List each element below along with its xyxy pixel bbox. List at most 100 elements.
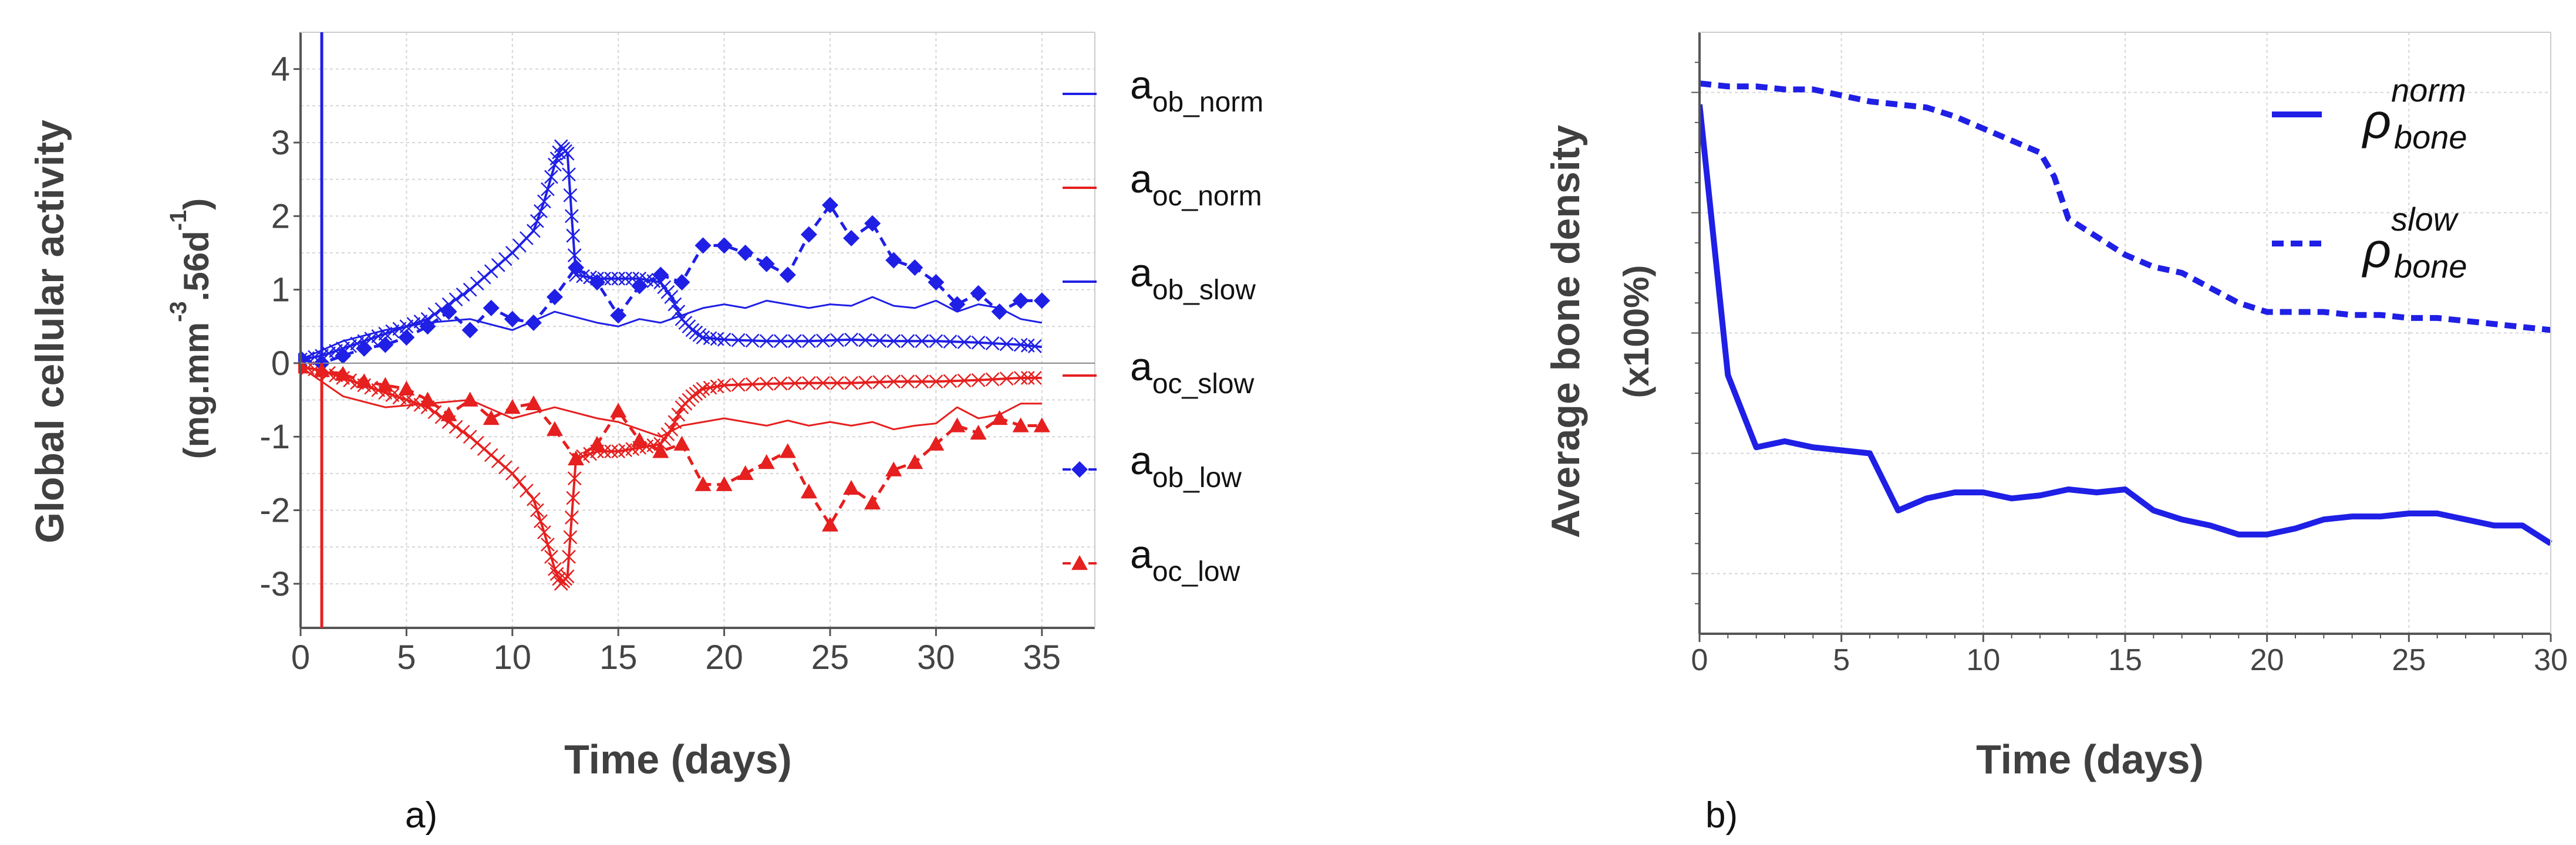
data-point-a_ob_slow	[830, 333, 844, 347]
data-point-a_oc_slow	[563, 530, 578, 545]
data-point-a_oc_slow	[872, 375, 887, 389]
legend-label-sub: bone	[2394, 248, 2467, 285]
data-point-a_ob_slow	[562, 167, 576, 182]
data-point-a_ob_low	[694, 237, 712, 254]
x-tick-label: 25	[811, 638, 849, 677]
data-point-a_ob_slow	[901, 334, 915, 349]
data-point-a_oc_low	[885, 461, 902, 476]
legend-entry-a_ob_slow: aob_slow	[1063, 251, 1256, 306]
data-point-a_ob_slow	[858, 333, 873, 347]
data-point-a_oc_low	[1033, 417, 1050, 432]
data-point-a_ob_slow	[985, 336, 1000, 350]
data-point-a_oc_low	[694, 476, 712, 491]
data-point-a_ob_low	[949, 296, 966, 313]
data-point-a_oc_slow	[1027, 371, 1042, 385]
data-point-a_oc_slow	[915, 374, 929, 389]
data-point-a_ob_low	[335, 347, 352, 364]
panel-b-series-group	[1698, 80, 2553, 546]
data-point-a_ob_slow	[872, 333, 887, 348]
data-point-a_ob_low	[864, 215, 881, 232]
legend-label-sup: norm	[2391, 72, 2466, 109]
data-point-a_ob_slow	[717, 332, 731, 347]
legend-label-rho_bone_slow: ρslow bone	[2361, 201, 2467, 285]
data-point-a_ob_low	[377, 336, 394, 353]
data-point-a_ob_low	[1033, 292, 1050, 309]
legend-label-rho_bone_norm: ρnorm bone	[2361, 72, 2467, 156]
data-point-a_ob_low	[419, 318, 436, 335]
data-point-a_ob_low	[589, 274, 606, 291]
series-line-rho_bone_slow	[1699, 80, 2551, 333]
data-point-a_oc_low	[335, 366, 352, 381]
data-point-a_oc_slow	[667, 415, 682, 430]
y-tick-label: -2	[259, 492, 290, 530]
y-tick-label: 1	[271, 271, 290, 309]
y-tick-label: 3	[271, 124, 290, 162]
data-point-a_oc_slow	[534, 514, 548, 529]
data-point-a_oc_slow	[566, 491, 581, 505]
data-point-a_ob_slow	[915, 334, 929, 349]
data-point-a_oc_low	[1012, 417, 1029, 432]
data-point-a_ob_slow	[759, 334, 774, 349]
data-point-a_oc_slow	[901, 374, 915, 389]
data-point-a_oc_low	[631, 432, 648, 447]
data-point-a_ob_low	[991, 303, 1008, 320]
data-point-a_ob_low	[356, 340, 373, 357]
data-point-a_ob_low	[906, 259, 923, 276]
data-point-a_ob_low	[610, 307, 627, 324]
data-point-a_ob_slow	[611, 271, 626, 286]
panel-a-series-group	[298, 139, 1050, 591]
data-point-a_oc_low	[568, 450, 585, 465]
data-point-a_ob_slow	[530, 214, 544, 228]
panel-b-y-axis-label: Average bone density	[1543, 125, 1588, 538]
data-point-a_ob_low	[779, 266, 796, 283]
x-tick-label: 20	[705, 638, 743, 677]
data-point-a_oc_low	[949, 417, 966, 432]
data-point-a_oc_low	[610, 403, 627, 418]
data-point-a_oc_slow	[562, 549, 576, 564]
legend-entry-a_oc_norm: aoc_norm	[1063, 157, 1262, 212]
panel-b-y-axis-units: (x100%)	[1617, 265, 1656, 398]
data-point-a_oc_slow	[787, 376, 802, 391]
data-point-a_oc_slow	[731, 377, 746, 392]
data-point-a_oc_slow	[802, 376, 816, 390]
legend-entry-a_oc_low: aoc_low	[1063, 532, 1240, 587]
data-point-a_ob_slow	[667, 297, 682, 312]
legend-entry-a_oc_slow: aoc_slow	[1063, 344, 1255, 400]
data-point-a_ob_low	[504, 310, 521, 327]
series-a_ob_low	[298, 197, 1050, 371]
units-exp-1: -3	[166, 301, 191, 322]
y-tick-label: 4	[271, 50, 290, 89]
legend-entry-rho_bone_norm: ρnorm bone	[2272, 72, 2467, 156]
data-point-a_ob_low	[525, 314, 542, 331]
data-point-a_oc_low	[779, 443, 796, 458]
panel-a-x-axis-label: Time (days)	[564, 736, 792, 782]
data-point-a_ob_low	[398, 329, 415, 346]
data-point-a_ob_slow	[731, 333, 746, 347]
data-point-a_ob_low	[631, 278, 648, 295]
panel-a-y-axis-units: (mg.mm-3.56d-1)	[166, 198, 216, 459]
data-point-a_oc_slow	[816, 376, 830, 390]
data-point-a_oc_low	[377, 377, 394, 392]
data-point-a_ob_low	[843, 229, 860, 246]
data-point-a_ob_slow	[971, 335, 986, 350]
data-point-a_oc_low	[864, 494, 881, 510]
x-tick-label: 30	[2534, 643, 2568, 677]
y-tick-label: 0	[271, 344, 290, 383]
legend-label-base: a	[1130, 251, 1152, 295]
legend-marker-a_ob_low	[1071, 461, 1088, 478]
data-point-a_oc_slow	[886, 374, 901, 389]
data-point-a_oc_slow	[552, 572, 567, 586]
data-point-a_ob_low	[800, 226, 817, 243]
data-point-a_ob_slow	[802, 334, 816, 349]
data-point-a_ob_slow	[685, 323, 700, 337]
data-point-a_oc_slow	[773, 376, 788, 391]
data-point-a_oc_slow	[560, 569, 575, 584]
data-point-a_oc_low	[928, 435, 945, 451]
data-point-a_oc_slow	[512, 475, 527, 489]
panel-b-label: b)	[1705, 795, 1738, 836]
data-point-a_ob_slow	[664, 290, 679, 304]
x-tick-label: 10	[494, 638, 532, 677]
data-point-a_ob_low	[1012, 292, 1029, 309]
